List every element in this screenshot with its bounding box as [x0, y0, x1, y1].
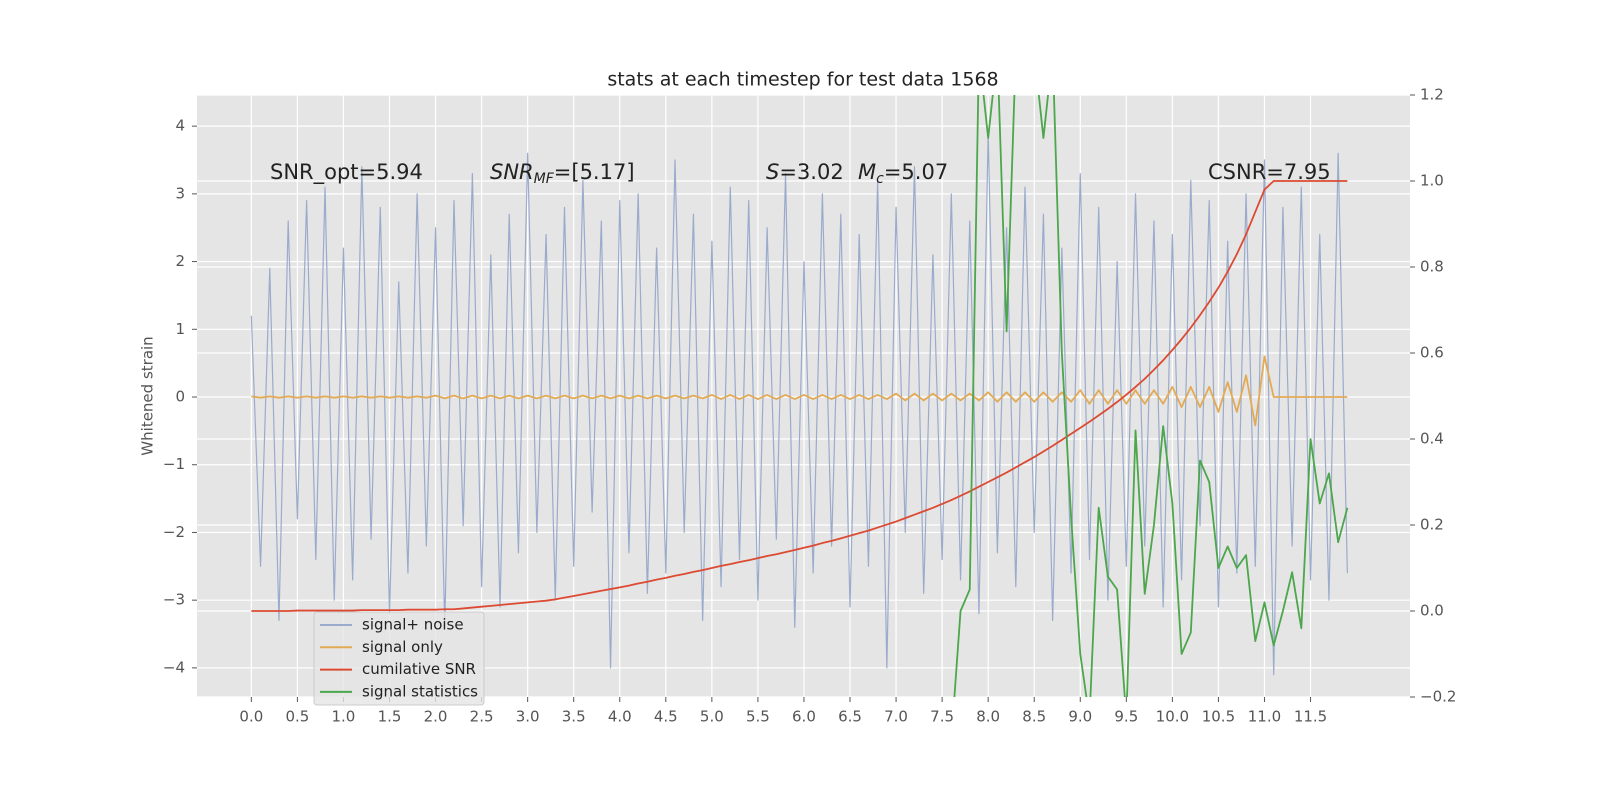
annotation-part: =5.07: [884, 160, 948, 184]
x-tick-label: 6.0: [792, 708, 816, 726]
legend-label: signal statistics: [362, 682, 478, 700]
annotation: SNRMF=[5.17]: [490, 160, 635, 187]
annotation-part: SNR: [490, 160, 534, 184]
y-tick-label: −1: [163, 455, 185, 473]
series-line: [250, 132, 1348, 676]
x-tick-label: 8.0: [976, 708, 1000, 726]
x-tick-label: 2.0: [424, 708, 448, 726]
y-tick-label: −2: [163, 523, 185, 541]
x-tick-label: 3.5: [562, 708, 586, 726]
annotation: CSNR=7.95: [1208, 160, 1331, 184]
y-tick-label: 2: [175, 252, 185, 270]
y2-tick-label: 0.0: [1420, 602, 1444, 620]
legend-label: signal only: [362, 638, 443, 656]
annotation-part: MF: [534, 171, 555, 187]
x-tick-label: 11.5: [1294, 708, 1327, 726]
series-line: [251, 355, 1348, 427]
annotation-part: =3.02: [779, 160, 843, 184]
legend: signal+ noise signal only cumilative SNR si…: [313, 611, 485, 706]
y2-tick-label: 0.4: [1420, 430, 1444, 448]
grid: [197, 95, 1410, 697]
y2-tick-label: 1.0: [1420, 172, 1444, 190]
legend-label: cumilative SNR: [362, 660, 476, 678]
chart-title: stats at each timestep for test data 156…: [607, 69, 998, 91]
annotation: S=3.02: [766, 160, 844, 184]
series-line: [251, 180, 1348, 612]
annotation-part: S: [766, 160, 779, 184]
x-tick-label: 5.0: [700, 708, 724, 726]
annotation: SNR_opt=5.94: [270, 160, 423, 185]
x-tick-label: 6.5: [838, 708, 862, 726]
x-tick-label: 7.0: [884, 708, 908, 726]
y-tick-label: 4: [175, 117, 185, 135]
x-tick-label: 10.0: [1156, 708, 1189, 726]
legend-box: [313, 611, 485, 706]
y2-tick-label: 0.8: [1420, 258, 1444, 276]
x-tick-label: 0.5: [285, 708, 309, 726]
x-tick-label: 9.0: [1068, 708, 1092, 726]
annotation-part: =[5.17]: [554, 160, 635, 184]
y-axis-label: Whitened strain: [139, 336, 157, 455]
y-tick-label: 1: [175, 320, 185, 338]
y2-tick-label: 1.2: [1420, 86, 1444, 104]
y-tick-label: 0: [175, 388, 185, 406]
x-tick-label: 0.0: [239, 708, 263, 726]
annotation-part: c: [876, 171, 884, 187]
marks: [197, 95, 1410, 697]
x-tick-label: 5.5: [746, 708, 770, 726]
x-tick-label: 8.5: [1022, 708, 1046, 726]
annotation: Mc=5.07: [858, 160, 948, 187]
y-tick-label: −3: [163, 591, 185, 609]
axes: 0.0 0.5 1.0 1.5 2.0 2.5 3.0 3.5 4.0 4.5 5.0 5.5 6.0 6…: [163, 86, 1457, 726]
annotation-part: CSNR=7.95: [1208, 160, 1331, 184]
x-tick-label: 4.0: [608, 708, 632, 726]
y-tick-label: −4: [163, 658, 185, 676]
x-tick-label: 7.5: [930, 708, 954, 726]
series-line: [953, 95, 1349, 697]
x-tick-label: 1.5: [378, 708, 402, 726]
x-tick-label: 11.0: [1248, 708, 1281, 726]
y-tick-label: 3: [175, 184, 185, 202]
x-tick-label: 3.0: [516, 708, 540, 726]
annotation-part: SNR_opt=5.94: [270, 160, 423, 185]
y2-tick-label: 0.2: [1420, 516, 1444, 534]
x-tick-label: 9.5: [1114, 708, 1138, 726]
x-tick-label: 2.5: [470, 708, 494, 726]
y2-tick-label: 0.6: [1420, 344, 1444, 362]
legend-label: signal+ noise: [362, 616, 464, 634]
y2-tick-label: −0.2: [1420, 688, 1456, 706]
x-tick-label: 4.5: [654, 708, 678, 726]
x-tick-label: 1.0: [332, 708, 356, 726]
annotation-part: M: [858, 160, 876, 184]
x-tick-label: 10.5: [1202, 708, 1235, 726]
